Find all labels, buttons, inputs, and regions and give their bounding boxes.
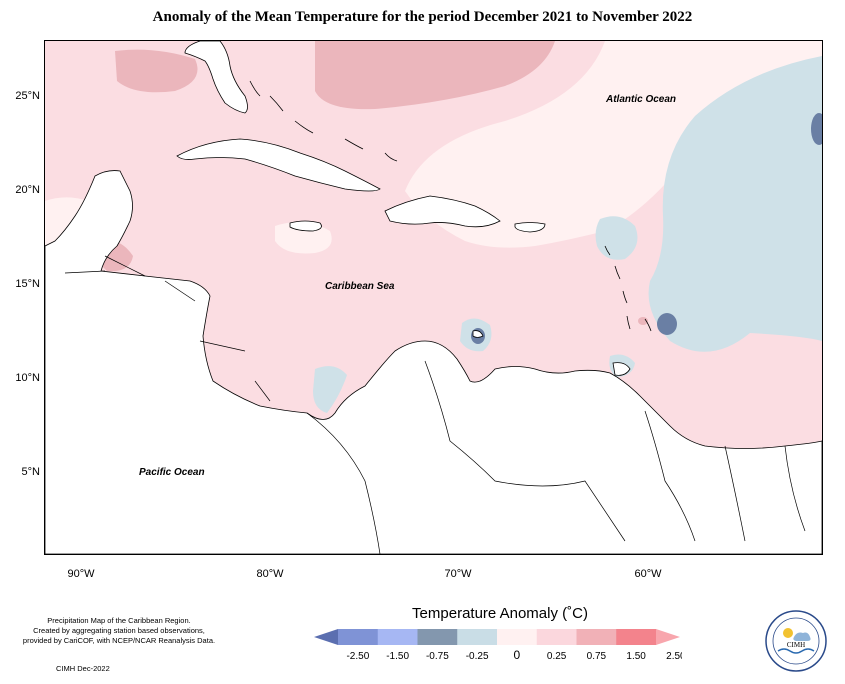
- legend-tick-label: 0.75: [587, 651, 607, 662]
- border-costa-rica: [254, 380, 271, 402]
- land-hispaniola: [384, 195, 501, 228]
- island-antilles-1: [604, 245, 611, 256]
- legend-tick-label: -0.75: [426, 651, 449, 662]
- land-curacao: [472, 330, 484, 338]
- cool-zone-leeward: [595, 216, 638, 260]
- legend-title: Temperature Anomaly (˚C): [412, 605, 588, 622]
- legend-tick-label: -0.25: [466, 651, 489, 662]
- legend-swatch: [417, 629, 458, 645]
- island-bahamas-5: [384, 152, 398, 162]
- map-credit: CIMH Dec-2022: [56, 664, 110, 673]
- cimh-logo: CIMH: [765, 610, 827, 672]
- map-title: Anomaly of the Mean Temperature for the …: [152, 9, 693, 25]
- island-bahamas-3: [294, 120, 314, 134]
- temperature-anomaly-map: [45, 41, 822, 554]
- map-panel: [44, 40, 823, 555]
- land-florida: [184, 41, 248, 114]
- legend-swatch: [576, 629, 617, 645]
- logo-wave-icon: [777, 648, 815, 654]
- label-caribbean-sea: Caribbean Sea: [325, 281, 395, 292]
- cool-core-far-atlantic: [811, 113, 822, 145]
- country-borders: [64, 255, 806, 554]
- logo-text: CIMH: [787, 641, 805, 649]
- notes-line-3: provided by CariCOF, with NCEP/NCAR Rean…: [22, 636, 216, 645]
- island-antilles-4: [626, 315, 631, 330]
- legend-swatch: [536, 629, 577, 645]
- legend-swatch-low-end: [314, 629, 338, 645]
- legend-tick-label: 0: [514, 648, 521, 662]
- border-nicaragua: [199, 340, 246, 352]
- legend-tick-label: 2.50: [666, 651, 682, 662]
- lon-label-80w: 80°W: [256, 568, 284, 580]
- lat-label-25n: 25°N: [15, 90, 40, 102]
- legend-swatch: [377, 629, 418, 645]
- logo-sun-icon: [783, 628, 793, 638]
- land-masses: [45, 41, 822, 554]
- border-colombia-west: [306, 412, 381, 554]
- legend-swatch: [338, 629, 379, 645]
- border-suriname: [724, 445, 746, 542]
- lon-label-70w: 70°W: [444, 568, 472, 580]
- legend-swatch: [457, 629, 498, 645]
- lat-label-5n: 5°N: [21, 466, 40, 478]
- island-bahamas-4: [344, 138, 364, 150]
- legend-swatch-high-end: [656, 629, 680, 645]
- legend-tick-label: 0.25: [547, 651, 567, 662]
- logo-cloud-icon: [793, 632, 811, 641]
- border-venezuela: [424, 360, 626, 542]
- cool-zone-atlantic-east: [648, 56, 822, 352]
- legend-tick-label: -2.50: [346, 651, 369, 662]
- border-mexico-guatemala: [104, 255, 146, 277]
- land-jamaica: [289, 220, 322, 232]
- lat-label-15n: 15°N: [15, 278, 40, 290]
- warm-zone-gulf: [115, 49, 198, 93]
- land-puerto-rico: [514, 222, 546, 233]
- border-belize: [64, 270, 106, 274]
- legend-tick-label: 1.50: [626, 651, 646, 662]
- legend-colorbar: -2.50 -1.50 -0.75 -0.25 0 0.25 0.75 1.50 2.50: [314, 629, 682, 662]
- cool-zone-nicaragua-coast: [313, 366, 347, 413]
- island-antilles-3: [622, 290, 628, 304]
- land-trinidad: [612, 362, 631, 376]
- lon-label-90w: 90°W: [67, 568, 95, 580]
- lon-label-60w: 60°W: [634, 568, 662, 580]
- label-pacific-ocean: Pacific Ocean: [139, 467, 205, 478]
- border-honduras: [164, 280, 196, 302]
- land-mainland: [45, 170, 822, 554]
- island-antilles-2: [614, 265, 621, 280]
- map-notes: Precipitation Map of the Caribbean Regio…: [8, 616, 230, 646]
- notes-line-2: Created by aggregating station based obs…: [33, 626, 205, 635]
- island-bahamas-2: [269, 95, 284, 112]
- notes-line-1: Precipitation Map of the Caribbean Regio…: [47, 616, 191, 625]
- lat-label-10n: 10°N: [15, 372, 40, 384]
- island-bahamas-1: [249, 80, 261, 97]
- legend-swatch: [497, 629, 538, 645]
- label-atlantic-ocean: Atlantic Ocean: [606, 94, 677, 105]
- land-cuba: [176, 138, 381, 192]
- border-guyana: [644, 410, 696, 542]
- warm-spot-lesser-antilles: [638, 317, 648, 325]
- island-barbados: [644, 318, 652, 332]
- small-islands: [249, 80, 652, 332]
- lat-label-20n: 20°N: [15, 184, 40, 196]
- legend-tick-label: -1.50: [386, 651, 409, 662]
- legend-swatch: [616, 629, 657, 645]
- neutral-zone-atlantic: [405, 41, 822, 248]
- cool-core-barbados: [657, 313, 677, 335]
- warm-zone-north-atlantic: [315, 41, 555, 110]
- border-french-guiana: [784, 445, 806, 532]
